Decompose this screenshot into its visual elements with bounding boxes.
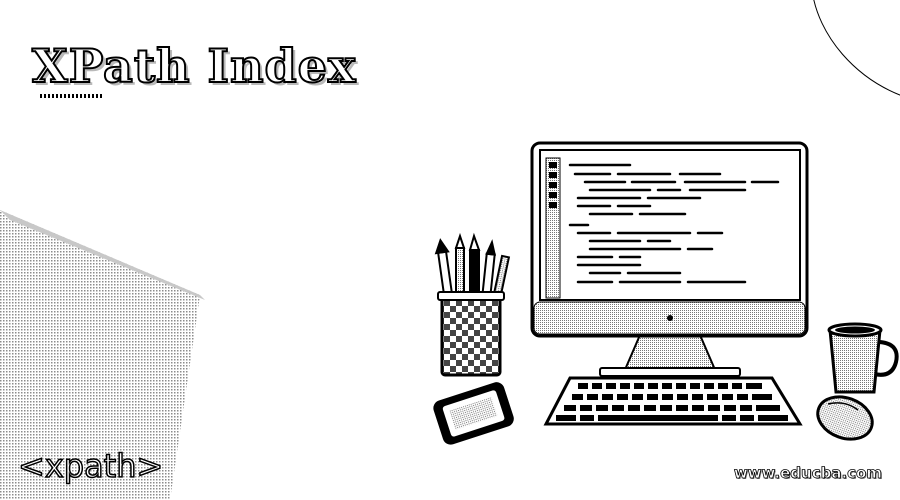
site-url: www.educba.com: [733, 464, 882, 483]
monitor-icon: [530, 141, 809, 377]
page-title: XPath Index: [31, 39, 357, 93]
xpath-logo-text: <xpath>: [17, 446, 164, 486]
coffee-mug-icon: [827, 322, 899, 394]
title-underline: [40, 94, 102, 98]
keyboard-icon: [543, 376, 803, 426]
phone-icon: [433, 382, 514, 445]
mouse-icon: [816, 395, 874, 441]
pencil-cup-icon: [434, 232, 511, 377]
dotted-background-shape: [0, 210, 205, 500]
decorative-arc: [813, 0, 900, 96]
